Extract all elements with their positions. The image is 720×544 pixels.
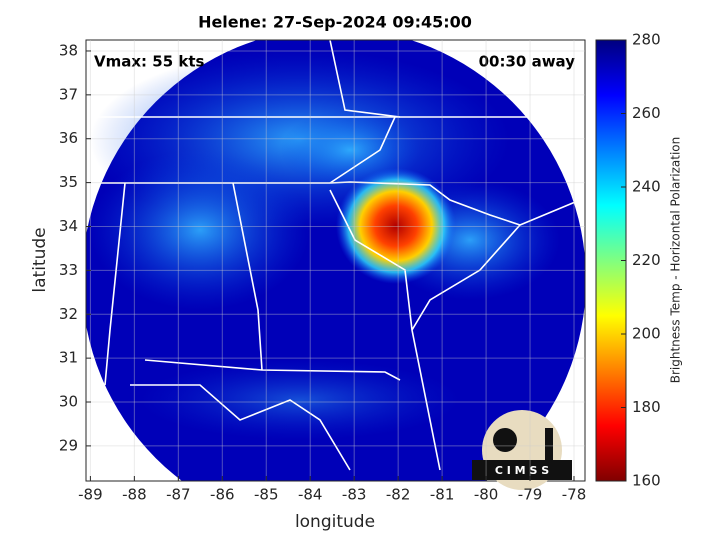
x-tick-label: -88 bbox=[122, 486, 147, 504]
logo: C I M S S bbox=[472, 410, 572, 490]
y-tick-label: 29 bbox=[59, 436, 78, 454]
swath bbox=[86, 40, 585, 481]
colorbar-tick-label: 200 bbox=[632, 325, 661, 343]
colorbar-tick-label: 160 bbox=[632, 472, 661, 490]
y-tick-label: 35 bbox=[59, 173, 78, 191]
y-tick-label: 36 bbox=[59, 129, 78, 147]
colorbar-tick-label: 180 bbox=[632, 398, 661, 416]
y-tick-label: 31 bbox=[59, 349, 78, 367]
x-tick-label: -79 bbox=[518, 486, 543, 504]
plot-frame bbox=[85, 39, 586, 482]
x-tick-label: -86 bbox=[210, 486, 235, 504]
annotation: Vmax: 55 kts bbox=[94, 53, 204, 71]
y-axis-label: latitude bbox=[30, 227, 50, 292]
y-tick-label: 32 bbox=[59, 305, 78, 323]
x-tick-label: -87 bbox=[166, 486, 191, 504]
y-tick-label: 33 bbox=[59, 261, 78, 279]
colorbar-tick-label: 220 bbox=[632, 251, 661, 269]
annotation: 00:30 away bbox=[479, 53, 576, 71]
x-tick-label: -82 bbox=[386, 486, 411, 504]
colorbar-tick-label: 260 bbox=[632, 104, 661, 122]
colorbar-tick-label: 280 bbox=[632, 31, 661, 49]
x-tick-label: -89 bbox=[78, 486, 103, 504]
x-tick-label: -81 bbox=[430, 486, 455, 504]
x-tick-label: -78 bbox=[562, 486, 587, 504]
y-tick-label: 30 bbox=[59, 393, 78, 411]
y-tick-label: 34 bbox=[59, 217, 78, 235]
colorbar-tick-label: 240 bbox=[632, 178, 661, 196]
logo-text: C I M S S bbox=[495, 464, 549, 477]
x-tick-label: -85 bbox=[254, 486, 279, 504]
y-tick-label: 37 bbox=[59, 85, 78, 103]
x-tick-label: -84 bbox=[298, 486, 323, 504]
x-tick-label: -83 bbox=[342, 486, 367, 504]
x-tick-label: -80 bbox=[474, 486, 499, 504]
colorbar-label: Brightness Temp - Horizontal Polarizatio… bbox=[669, 137, 683, 384]
y-tick-label: 38 bbox=[59, 41, 78, 59]
chart-title: Helene: 27-Sep-2024 09:45:00 bbox=[198, 13, 472, 32]
x-axis-label: longitude bbox=[295, 512, 375, 532]
